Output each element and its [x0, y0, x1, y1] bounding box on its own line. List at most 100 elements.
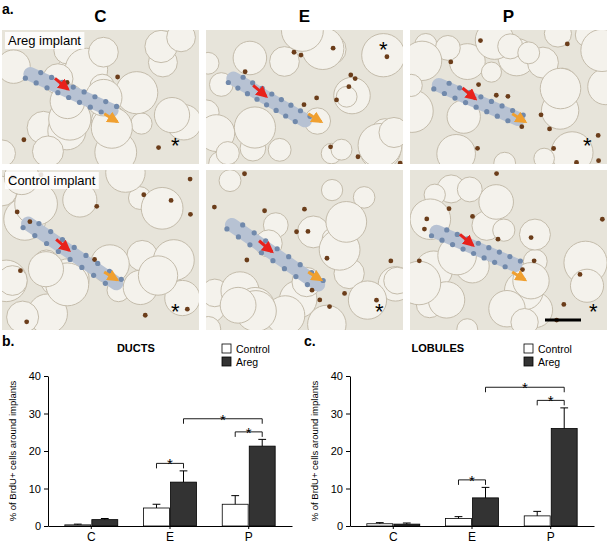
y-axis-title: % of BrdU+ cells around implants [309, 380, 320, 521]
fat-cell [336, 86, 357, 107]
y-tick-label: 20 [29, 445, 41, 457]
brdu-nucleus [327, 304, 332, 309]
nucleus [38, 70, 43, 75]
chart-title: LOBULES [412, 342, 465, 354]
y-axis-line [350, 377, 351, 527]
error-bar [180, 471, 188, 482]
brdu-nucleus [578, 272, 583, 277]
nucleus [23, 76, 28, 81]
brdu-nucleus [422, 227, 427, 232]
brdu-nucleus [600, 217, 605, 222]
orange-arrow [104, 272, 117, 280]
nucleus [495, 114, 500, 119]
panel-label: c. [304, 333, 316, 349]
bar [144, 508, 170, 526]
nucleus [20, 225, 25, 230]
brdu-nucleus [185, 307, 190, 312]
micrograph [206, 170, 403, 330]
fat-cell [89, 37, 119, 67]
significance-mark: * [469, 472, 475, 489]
nucleus [431, 86, 436, 91]
nucleus [72, 245, 77, 250]
nucleus [457, 85, 462, 90]
fat-cell [551, 132, 593, 164]
nucleus [286, 254, 291, 259]
nucleus [471, 251, 476, 256]
fat-cell [437, 134, 476, 164]
y-tick-label: 0 [35, 520, 41, 532]
nucleus [95, 261, 100, 266]
nucleus [245, 91, 250, 96]
significance-mark: * [220, 411, 226, 428]
brdu-nucleus [494, 93, 499, 98]
fat-cell [2, 140, 15, 164]
micrograph [410, 30, 607, 164]
y-tick: 0 [337, 520, 350, 532]
orange-arrow [308, 114, 321, 122]
fat-cell [494, 152, 516, 164]
brdu-nucleus [244, 258, 249, 263]
fat-cell [581, 30, 607, 72]
y-tick-label: 0 [337, 520, 343, 532]
x-tick-label: E [468, 530, 476, 544]
nucleus [55, 90, 60, 95]
fat-cell [32, 136, 63, 164]
red-arrow [253, 85, 266, 96]
column-header: E [299, 7, 310, 26]
significance-mark: * [246, 424, 252, 441]
bar [524, 516, 550, 526]
nucleus [88, 105, 93, 110]
nucleus [429, 233, 434, 238]
brdu-nucleus [262, 208, 267, 213]
x-tick: E [468, 526, 476, 544]
fat-cell [270, 47, 300, 77]
fat-cell [379, 117, 403, 147]
nucleus [103, 99, 108, 104]
nucleus [241, 75, 246, 80]
nucleus [518, 258, 523, 263]
orange-arrow [512, 114, 525, 122]
y-tick: 30 [331, 408, 350, 420]
error-bar [533, 511, 541, 516]
brdu-nucleus [551, 146, 556, 151]
image-bg [2, 30, 199, 164]
nucleus [305, 282, 310, 287]
nucleus [484, 109, 489, 114]
nucleus [492, 260, 497, 265]
fat-cell [154, 97, 189, 132]
nucleus [460, 246, 465, 251]
nucleus [505, 118, 510, 123]
nucleus [235, 85, 240, 90]
brdu-nucleus [141, 192, 146, 197]
fat-cell [534, 148, 555, 164]
fat-cell [481, 62, 501, 82]
brdu-nucleus [24, 319, 29, 324]
panel-label: b. [2, 333, 14, 349]
nucleus [298, 262, 303, 267]
red-arrow [56, 239, 69, 250]
y-axis: 010203040 [331, 370, 351, 532]
brdu-nucleus [447, 206, 452, 211]
x-tick-label: C [389, 530, 398, 544]
nucleus [293, 274, 298, 279]
y-tick-label: 40 [331, 370, 343, 382]
nucleus [224, 226, 229, 231]
red-arrow [55, 78, 68, 89]
brdu-nucleus [356, 154, 361, 159]
fat-cell [410, 74, 422, 96]
y-tick-mark [346, 376, 350, 377]
error-bar [455, 517, 463, 519]
y-tick-label: 20 [331, 445, 343, 457]
brdu-nucleus [94, 204, 99, 209]
error-bar [560, 408, 568, 429]
nucleus [99, 109, 104, 114]
nucleus [91, 273, 96, 278]
bar [551, 429, 577, 527]
legend-swatch [222, 344, 231, 353]
brdu-nucleus [519, 124, 524, 129]
nucleus [48, 229, 53, 234]
bar [92, 520, 118, 526]
error-bar [101, 519, 109, 520]
y-axis-line [48, 377, 49, 527]
nucleus [83, 253, 88, 258]
